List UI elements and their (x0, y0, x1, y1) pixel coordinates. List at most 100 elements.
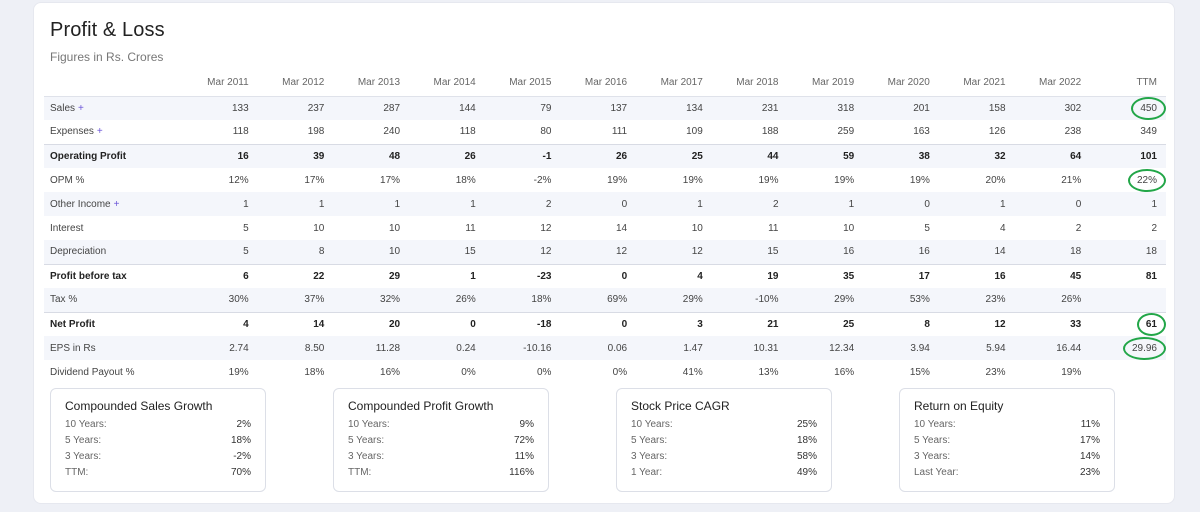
table-cell: 231 (711, 96, 788, 120)
table-cell: 23% (938, 288, 1015, 312)
summary-value: 23% (1079, 467, 1100, 478)
cell-value: 2 (772, 198, 779, 210)
cell-value: 134 (686, 102, 703, 114)
column-header: Mar 2017 (636, 69, 712, 97)
cell-value: 20 (388, 318, 401, 330)
cell-value: 12 (540, 246, 552, 258)
expand-plus-icon[interactable]: + (113, 198, 120, 210)
cell-value: -1 (542, 150, 552, 162)
table-cell: 16.44 (1014, 336, 1091, 360)
cell-value: 16 (994, 270, 1006, 282)
table-cell: 163 (863, 120, 939, 144)
cell-value: 8.50 (304, 342, 325, 354)
cell-value: 15 (464, 246, 476, 258)
cell-value: 12% (228, 174, 249, 186)
table-cell: 80 (485, 120, 561, 144)
table-cell: 10 (636, 216, 712, 240)
table-cell: 18% (409, 168, 485, 192)
table-cell: 302 (1014, 96, 1091, 120)
cell-value: 16 (918, 246, 930, 258)
summary-box: Compounded Profit Growth 10 Years: 9% 5 Yea… (333, 388, 549, 492)
expand-plus-icon[interactable]: + (96, 126, 103, 138)
table-cell: 0% (485, 360, 561, 384)
table-cell: 16 (182, 143, 258, 168)
table-cell: 158 (938, 96, 1015, 120)
table-cell: 11 (409, 216, 485, 240)
summary-row: 3 Years: 11% (348, 449, 534, 465)
table-row: OPM % 12% 17% 17% 18% -2% 19% 19% 19% 19% 19% 20% 21… (44, 168, 1167, 192)
row-label-text: EPS in Rs (50, 342, 96, 354)
summary-key: Last Year: (914, 467, 959, 478)
cell-value: 101 (1140, 150, 1157, 162)
cell-value: 133 (232, 102, 249, 114)
column-header: Mar 2015 (484, 69, 561, 97)
table-cell: 12 (636, 240, 712, 264)
row-label: Net Profit (44, 311, 182, 336)
cell-value: 59 (843, 150, 855, 162)
table-cell: 8.50 (257, 336, 334, 360)
cell-value: 238 (1064, 126, 1082, 138)
cell-value: 1 (697, 198, 703, 210)
table-cell: 5 (182, 240, 258, 264)
table-row[interactable]: Other Income +1 1 1 1 2 0 1 2 1 0 1 0 1 (44, 192, 1166, 216)
cell-value: 41% (682, 366, 703, 378)
table-cell: 0.24 (409, 336, 485, 360)
cell-value: 25 (691, 150, 703, 162)
cell-value: 0 (621, 198, 628, 210)
cell-value: 5 (924, 222, 930, 234)
table-cell: 26% (1014, 288, 1091, 312)
cell-value: 29% (834, 294, 855, 306)
cell-value: 1 (243, 198, 249, 210)
cell-value: 14 (616, 222, 628, 234)
table-cell: 237 (257, 96, 334, 120)
row-label[interactable]: Expenses + (44, 120, 182, 144)
table-cell: 1 (409, 263, 485, 288)
cell-value: 16.44 (1056, 342, 1082, 354)
summary-box: Stock Price CAGR 10 Years: 25% 5 Years: 18% 3… (616, 388, 832, 492)
table-cell: 137 (560, 96, 637, 120)
summary-key: 3 Years: (348, 451, 385, 462)
cell-value: 2 (1151, 222, 1157, 234)
table-row[interactable]: Sales +133 237 287 144 79 137 134 231 318 201 158 30… (44, 96, 1166, 120)
cell-value: 10 (691, 222, 703, 234)
table-cell: 5 (863, 216, 939, 240)
cell-value: 0.06 (607, 342, 628, 354)
table-cell: 16 (787, 240, 864, 264)
cell-value: 32 (994, 150, 1006, 162)
summary-value: 17% (1079, 435, 1100, 446)
row-label: Depreciation (44, 240, 182, 264)
table-cell: 4 (939, 216, 1015, 240)
summary-key: 5 Years: (65, 435, 102, 446)
summary-value: 25% (796, 419, 817, 430)
summary-value: 116% (509, 467, 534, 478)
summary-key: 5 Years: (348, 435, 385, 446)
cell-value: 26% (1061, 294, 1082, 306)
table-cell: 39 (257, 143, 334, 168)
table-cell: 1.47 (636, 336, 712, 360)
expand-plus-icon[interactable]: + (78, 102, 84, 114)
table-cell: 10 (258, 216, 334, 240)
cell-value: 10 (843, 222, 855, 234)
cell-value: 5.94 (986, 342, 1006, 354)
table-cell: 19% (560, 168, 636, 192)
table-cell: 134 (636, 96, 712, 120)
cell-value: 33 (1070, 318, 1082, 330)
cell-value: 0.24 (456, 342, 476, 354)
table-cell: 19% (636, 168, 712, 192)
page-title: Profit & Loss (50, 19, 165, 41)
cell-value: -23 (536, 270, 552, 282)
table-cell: 318 (787, 96, 864, 120)
table-cell: 8 (863, 311, 939, 336)
row-label[interactable]: Sales + (44, 96, 182, 120)
table-cell: 14 (560, 216, 636, 240)
row-label[interactable]: Other Income + (44, 192, 182, 216)
summary-row: 10 Years: 9% (348, 417, 534, 433)
table-cell: 10.31 (711, 336, 788, 360)
table-cell: 20 (333, 311, 410, 336)
cell-value: 10 (313, 222, 325, 234)
table-cell: 29% (636, 288, 712, 312)
table-row[interactable]: Expenses +118 198 240 118 80 111 109 188 259 163 12… (44, 120, 1166, 144)
row-label: EPS in Rs (44, 336, 182, 360)
table-cell: 5 (182, 216, 258, 240)
table-row: Operating Profit 16 39 48 26 -1 26 25 44 59 38 32 64… (44, 143, 1166, 168)
